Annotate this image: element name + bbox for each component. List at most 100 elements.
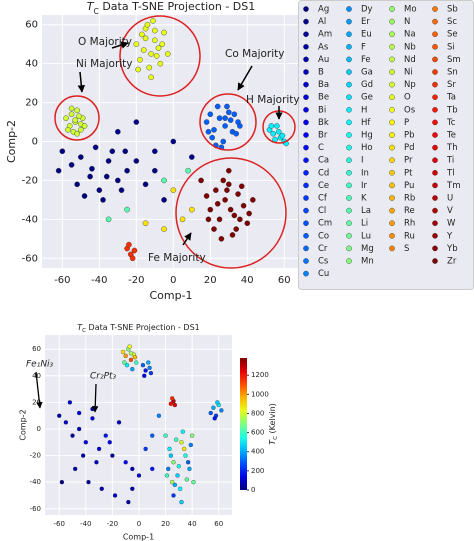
point [212, 416, 217, 421]
point [67, 400, 73, 405]
legend-marker [346, 44, 352, 50]
legend-marker [346, 245, 352, 252]
point [128, 351, 134, 356]
point [99, 486, 104, 491]
point [211, 226, 217, 232]
point [92, 144, 99, 151]
point [74, 181, 80, 188]
annotations: O Majority Ni Majority Co Majority H Maj… [26, 15, 300, 413]
legend-marker [432, 18, 438, 25]
legend-marker [432, 107, 438, 113]
point [59, 480, 65, 485]
y-axis-label: Comp-2 [18, 409, 27, 440]
legend-marker [389, 220, 395, 226]
colorbar-tick-label: 400 [251, 448, 264, 456]
point [123, 353, 128, 359]
legend-marker [303, 232, 309, 239]
legend-marker [346, 182, 352, 189]
legend-label: Be [318, 93, 329, 103]
colorbar-tick-label: 1200 [251, 371, 269, 379]
point [122, 360, 127, 365]
x-tick-label: -40 [91, 275, 107, 286]
colorbar-label-text: (Kelvin) [268, 403, 277, 436]
legend-label: Cf [318, 194, 328, 204]
point [188, 442, 193, 448]
point [233, 226, 239, 232]
legend-marker [432, 132, 438, 138]
legend-label: Hf [361, 118, 371, 128]
annotation: H Majority [246, 94, 300, 106]
colorbar-label: TC (Kelvin) [268, 403, 279, 445]
legend-marker [389, 6, 395, 12]
annotation: Fe Majority [148, 252, 206, 264]
legend-marker [303, 220, 309, 226]
point [152, 27, 158, 34]
point [171, 460, 176, 465]
point [237, 216, 243, 223]
arrow [91, 383, 99, 413]
legend-marker [346, 31, 352, 38]
point [208, 410, 213, 416]
point [231, 111, 238, 118]
point [150, 466, 155, 472]
legend-marker [346, 195, 352, 201]
point [68, 105, 75, 112]
point [124, 167, 130, 174]
point [153, 53, 160, 59]
point [215, 400, 220, 405]
point [250, 197, 256, 203]
point [63, 115, 69, 121]
point [109, 148, 116, 155]
point [130, 486, 135, 491]
point [105, 158, 112, 164]
point [172, 482, 178, 487]
legend-marker [432, 258, 438, 264]
point [147, 365, 152, 370]
point [172, 402, 178, 408]
point [175, 473, 180, 478]
point [115, 128, 121, 135]
point [220, 138, 227, 145]
legend-label: Cr [318, 244, 328, 254]
point [240, 202, 247, 209]
legend-marker [432, 220, 438, 226]
x-tick-label: -60 [54, 520, 65, 528]
point [74, 130, 80, 137]
point [130, 466, 135, 472]
legend-label: Th [446, 143, 458, 153]
point [220, 177, 227, 184]
point [191, 480, 196, 485]
point [270, 130, 276, 137]
point [274, 123, 280, 129]
point [179, 440, 184, 445]
legend-label: Nd [404, 55, 416, 65]
legend-label: Pb [404, 131, 415, 141]
legend-marker [303, 81, 309, 88]
point [207, 206, 214, 213]
chart-title-subscript: C [93, 7, 98, 16]
point [222, 123, 228, 129]
point [73, 466, 78, 472]
legend-marker [432, 195, 438, 201]
legend-label: Tb [446, 105, 458, 115]
point [124, 363, 130, 368]
point [76, 113, 82, 119]
legend-label: Sm [447, 55, 461, 65]
legend-label: Ce [318, 181, 329, 191]
point [105, 216, 112, 223]
point [133, 119, 140, 125]
legend-marker [389, 44, 395, 50]
point [140, 363, 146, 368]
legend-label: Ag [318, 5, 329, 15]
legend-marker [432, 245, 438, 252]
legend-marker [432, 207, 438, 214]
point [279, 132, 286, 139]
legend-marker [346, 144, 352, 151]
point [155, 45, 162, 51]
legend-marker [303, 245, 309, 252]
point [150, 18, 156, 24]
legend-marker [303, 119, 309, 126]
y-tick-label: 0 [37, 425, 41, 433]
point [225, 109, 232, 116]
